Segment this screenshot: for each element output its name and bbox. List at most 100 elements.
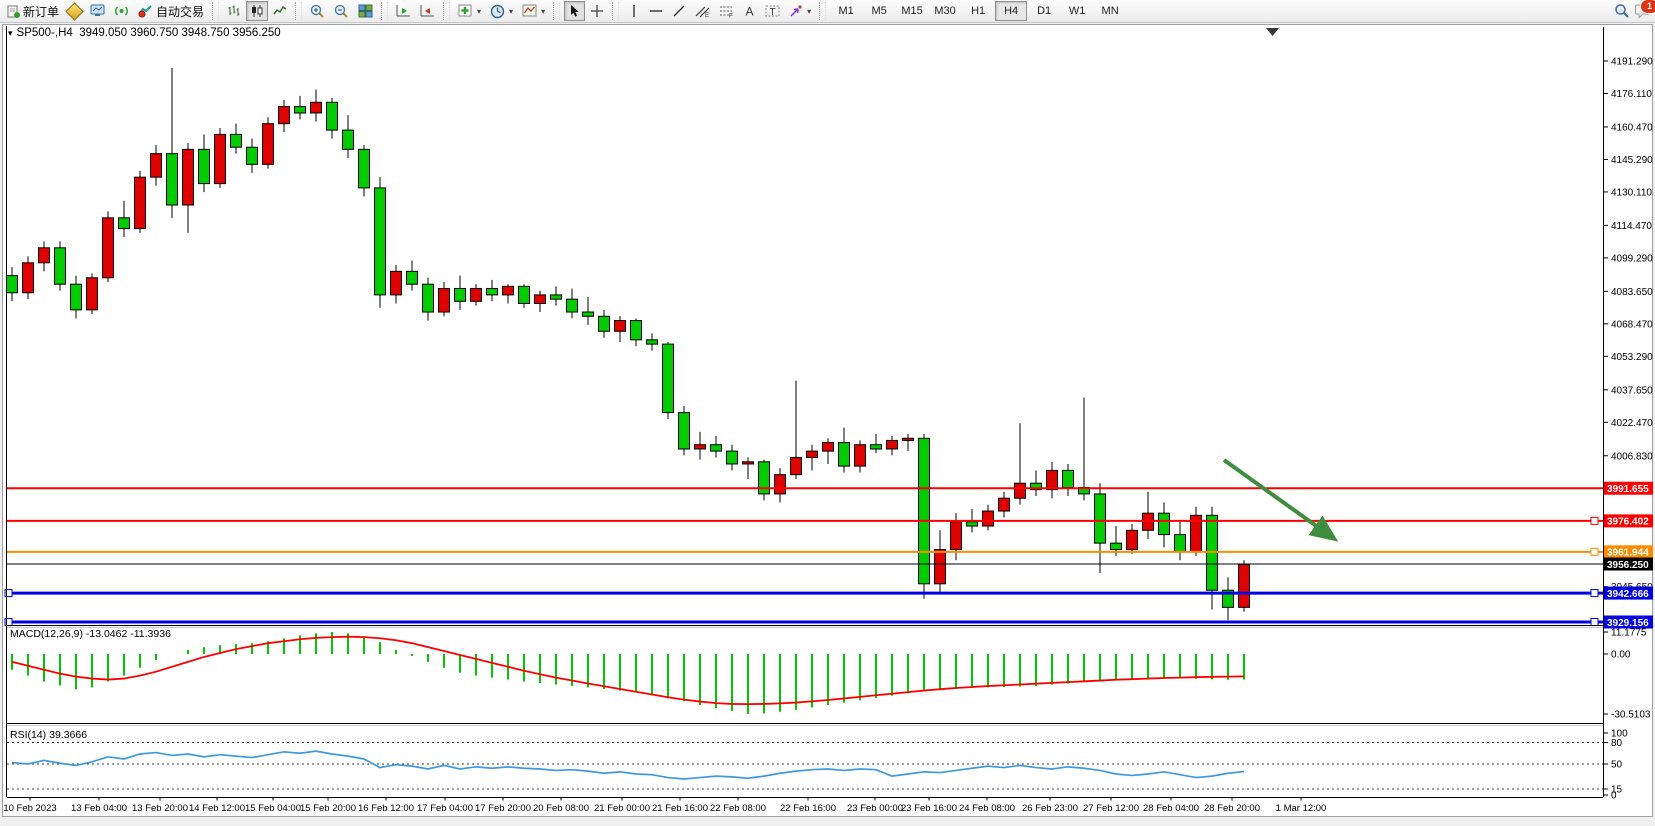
price-tick: 4068.470 (1611, 319, 1653, 330)
candle (358, 148, 370, 189)
price-tick: 4160.470 (1611, 122, 1653, 133)
macd-tick: 0.00 (1611, 650, 1631, 661)
candle (102, 217, 114, 279)
chart-candles-button[interactable] (246, 1, 269, 21)
candle (950, 521, 962, 551)
metaeditor-button[interactable] (64, 1, 85, 21)
chat-button[interactable]: 1 (1635, 0, 1655, 19)
notification-badge: 1 (1640, 0, 1655, 14)
candle (486, 287, 498, 296)
toolbar-separator (612, 2, 620, 20)
monitor-icon (90, 4, 105, 16)
indicators-button[interactable]: ▾ (454, 1, 485, 21)
expand-triangle-icon: ▾ (8, 28, 13, 38)
candle (246, 146, 258, 165)
price-tick: 4006.830 (1611, 451, 1653, 462)
hline-handle[interactable] (1590, 547, 1599, 556)
macd-indicator-label: MACD(12,26,9) -13.0462 -11.3936 (10, 628, 171, 640)
time-tick: 13 Feb 20:00 (132, 803, 188, 814)
broadcast-icon (115, 6, 128, 16)
auto-scroll-icon (396, 5, 411, 17)
candle (422, 283, 434, 313)
price-label-box (1604, 586, 1653, 600)
rsi-tick: 80 (1611, 738, 1623, 749)
chart-shift-button[interactable] (416, 1, 439, 21)
chart-bars-button[interactable] (223, 1, 245, 21)
clock-icon (490, 4, 505, 18)
tf-button-M30[interactable]: M30 (934, 5, 956, 17)
search-icon (1615, 4, 1629, 18)
svg-text:F: F (729, 13, 733, 19)
crosshair-button[interactable] (586, 1, 608, 21)
cursor-button[interactable] (564, 1, 586, 21)
horizontal-line-button[interactable] (645, 1, 667, 21)
terminal-button[interactable] (86, 1, 109, 21)
tf-button-H4[interactable]: H4 (995, 1, 1028, 21)
candle (694, 444, 706, 450)
search-button[interactable] (1610, 1, 1634, 21)
tf-button-M1[interactable]: M1 (838, 5, 854, 17)
tf-button-MN[interactable]: MN (1101, 5, 1119, 17)
tf-button-W1[interactable]: W1 (1068, 5, 1086, 17)
candle (918, 437, 930, 585)
macd-signal-line (11, 635, 1245, 706)
price-label: 3929.156 (1607, 618, 1649, 629)
candle (38, 247, 50, 264)
hline-handle[interactable] (1590, 617, 1599, 626)
hline-handle[interactable] (4, 589, 13, 598)
candle (150, 153, 162, 178)
fibonacci-button[interactable]: F (715, 1, 738, 21)
macd-tick: -30.5103 (1611, 709, 1651, 720)
vertical-line-button[interactable] (623, 1, 644, 21)
zoom-in-icon (310, 4, 324, 18)
label-button[interactable]: T (761, 1, 784, 21)
hline-handle[interactable] (1590, 516, 1599, 525)
trendline-button[interactable] (668, 1, 690, 21)
toolbar-group-insert: ▾ ▾ ▾ (454, 1, 549, 21)
candle (6, 275, 18, 294)
tile-windows-button[interactable] (354, 1, 377, 21)
price-tick: 4191.290 (1611, 57, 1653, 68)
autotrading-button[interactable]: 自动交易 (134, 1, 208, 21)
price-label-box (1604, 545, 1653, 559)
new-order-button[interactable]: 新订单 (3, 1, 63, 21)
candle (822, 442, 834, 452)
signals-button[interactable] (110, 1, 133, 21)
candle (934, 549, 946, 585)
auto-scroll-button[interactable] (392, 1, 415, 21)
tf-button-M15[interactable]: M15 (901, 5, 923, 17)
candle (438, 287, 450, 313)
equidistant-channel-icon: E (695, 6, 710, 18)
time-tick: 20 Feb 08:00 (533, 803, 589, 814)
toolbar-group-chart-type (223, 1, 291, 21)
zoom-in-button[interactable] (306, 1, 329, 21)
svg-text:E: E (705, 13, 709, 18)
candle (326, 101, 338, 131)
tf-button-M5[interactable]: M5 (871, 5, 887, 17)
periods-button[interactable]: ▾ (486, 1, 517, 21)
zoom-out-button[interactable] (330, 1, 353, 21)
time-tick: 1 Mar 12:00 (1276, 803, 1327, 814)
price-tick: 4099.290 (1611, 253, 1653, 264)
templates-button[interactable]: ▾ (518, 1, 549, 21)
price-label: 3976.402 (1607, 517, 1649, 528)
chart-line-button[interactable] (269, 1, 291, 21)
chart-shift-marker[interactable] (1266, 28, 1279, 36)
time-tick: 23 Feb 16:00 (901, 803, 957, 814)
tf-button-D1[interactable]: D1 (1037, 5, 1052, 17)
candle (1158, 512, 1170, 536)
arrows-button[interactable]: ▾ (785, 1, 815, 21)
hline-handle[interactable] (1590, 589, 1599, 598)
text-button[interactable]: A (739, 1, 760, 21)
candle (118, 217, 130, 230)
toolbar-separator (295, 2, 303, 20)
channel-button[interactable]: E (691, 1, 714, 21)
tf-button-H1[interactable]: H1 (971, 5, 986, 17)
candlestick-icon (252, 5, 263, 17)
price-tick: 4037.650 (1611, 385, 1653, 396)
time-tick: 27 Feb 12:00 (1083, 803, 1139, 814)
indicators-plus-icon (458, 4, 472, 17)
down-arrow-annotation[interactable] (1222, 458, 1339, 542)
rsi-tick: 0 (1611, 791, 1617, 802)
